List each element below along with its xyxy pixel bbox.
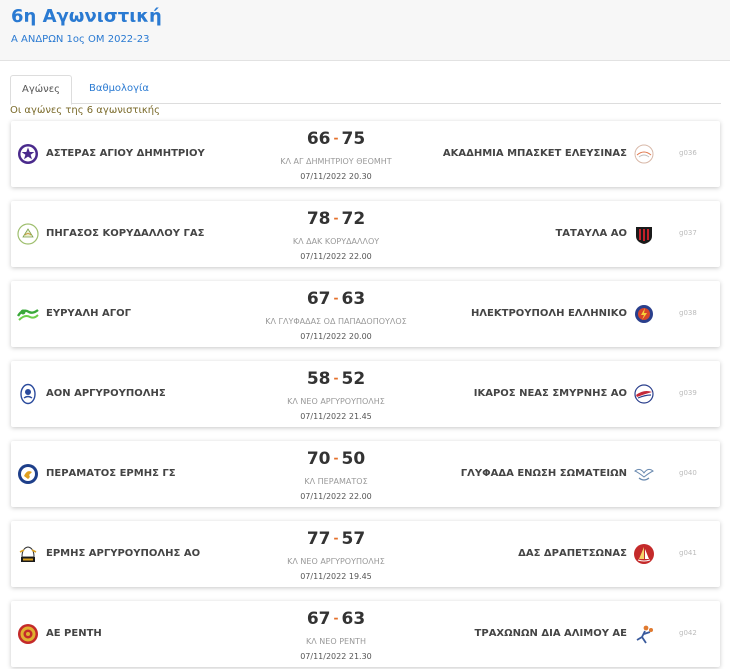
home-team-name[interactable]: ΕΥΡΥΑΛΗ ΑΓΟΓ xyxy=(46,308,131,319)
away-score: 57 xyxy=(341,529,366,549)
game-card[interactable]: ΕΡΜΗΣ ΑΡΓΥΡΟΥΠΟΛΗΣ ΑΟ 77-57 ΚΛ ΝΕΟ ΑΡΓΥΡ… xyxy=(11,521,720,587)
gold-red-crest-icon xyxy=(18,624,38,644)
basketball-academy-crest-icon xyxy=(634,144,654,164)
final-score: 70-50 xyxy=(306,449,366,469)
tab-bar: Αγώνες Βαθμολογία xyxy=(10,75,721,105)
home-team-name[interactable]: ΑΕ ΡΕΝΤΗ xyxy=(46,628,102,639)
away-score: 63 xyxy=(341,289,366,309)
away-team-name[interactable]: ΙΚΑΡΟΣ ΝΕΑΣ ΣΜΥΡΝΗΣ ΑΟ xyxy=(473,388,627,399)
away-team-name[interactable]: ΔΑΣ ΔΡΑΠΕΤΣΩΝΑΣ xyxy=(518,548,627,559)
competition-subtitle[interactable]: Α ΑΝΔΡΩΝ 1ος ΟΜ 2022-23 xyxy=(11,34,150,45)
game-code: g038 xyxy=(679,309,697,317)
game-card[interactable]: ΑΕ ΡΕΝΤΗ 67-63 ΚΛ ΝΕΟ ΡΕΝΤΗ 07/11/2022 2… xyxy=(11,601,720,667)
home-team-name[interactable]: ΕΡΜΗΣ ΑΡΓΥΡΟΥΠΟΛΗΣ ΑΟ xyxy=(46,548,201,559)
pegasus-crest-icon xyxy=(17,223,39,245)
game-datetime: 07/11/2022 22.00 xyxy=(300,492,372,501)
home-team-name[interactable]: ΑΟΝ ΑΡΓΥΡΟΥΠΟΛΗΣ xyxy=(46,388,166,399)
away-team-name[interactable]: ΓΛΥΦΑΔΑ ΕΝΩΣΗ ΣΩΜΑΤΕΙΩΝ xyxy=(460,468,627,479)
game-card[interactable]: ΑΣΤΕΡΑΣ ΑΓΙΟΥ ΔΗΜΗΤΡΙΟΥ 66-75 ΚΛ ΑΓ ΔΗΜΗ… xyxy=(11,121,720,187)
venue-name: ΚΛ ΓΛΥΦΑΔΑΣ ΟΔ ΠΑΠΑΔΟΠΟΥΛΟΣ xyxy=(265,317,407,326)
away-team-name[interactable]: ΤΡΑΧΩΝΩΝ ΔΙΑ ΑΛΙΜΟΥ ΑΕ xyxy=(474,628,627,639)
red-sail-crest-icon xyxy=(634,544,654,564)
game-datetime: 07/11/2022 22.00 xyxy=(300,252,372,261)
game-code: g037 xyxy=(679,229,697,237)
final-score: 58-52 xyxy=(306,369,366,389)
game-card[interactable]: ΠΕΡΑΜΑΤΟΣ ΕΡΜΗΣ ΓΣ 70-50 ΚΛ ΠΕΡΑΜΑΤΟΣ 07… xyxy=(11,441,720,507)
game-datetime: 07/11/2022 19.45 xyxy=(300,572,372,581)
game-code: g040 xyxy=(679,469,697,477)
away-score: 63 xyxy=(341,609,366,629)
venue-name: ΚΛ ΝΕΟ ΑΡΓΥΡΟΥΠΟΛΗΣ xyxy=(287,557,385,566)
green-wave-crest-icon xyxy=(17,309,39,321)
away-score: 52 xyxy=(341,369,366,389)
striped-shield-crest-icon xyxy=(636,227,652,244)
final-score: 67-63 xyxy=(306,289,366,309)
games-intro-text: Οι αγώνες της 6 αγωνιστικής xyxy=(10,105,160,116)
wings-crest-icon xyxy=(634,468,654,481)
tab-games[interactable]: Αγώνες xyxy=(10,75,72,105)
game-code: g039 xyxy=(679,389,697,397)
away-score: 72 xyxy=(341,209,366,229)
game-card[interactable]: ΠΗΓΑΣΟΣ ΚΟΡΥΔΑΛΛΟΥ ΓΑΣ 78-72 ΚΛ ΔΑΚ ΚΟΡΥ… xyxy=(11,201,720,267)
game-datetime: 07/11/2022 21.45 xyxy=(300,412,372,421)
away-team-name[interactable]: ΗΛΕΚΤΡΟΥΠΟΛΗ ΕΛΛΗΝΙΚΟ xyxy=(470,308,627,319)
game-card[interactable]: ΑΟΝ ΑΡΓΥΡΟΥΠΟΛΗΣ 58-52 ΚΛ ΝΕΟ ΑΡΓΥΡΟΥΠΟΛ… xyxy=(11,361,720,427)
away-score: 50 xyxy=(341,449,366,469)
home-score: 67 xyxy=(306,289,331,309)
home-team-name[interactable]: ΠΕΡΑΜΑΤΟΣ ΕΡΜΗΣ ΓΣ xyxy=(46,468,176,479)
home-team-name[interactable]: ΑΣΤΕΡΑΣ ΑΓΙΟΥ ΔΗΜΗΤΡΙΟΥ xyxy=(46,148,205,159)
page-header: 6η Αγωνιστική Α ΑΝΔΡΩΝ 1ος ΟΜ 2022-23 xyxy=(0,0,730,61)
hermes-round-crest-icon xyxy=(18,464,38,484)
final-score: 78-72 xyxy=(306,209,366,229)
home-score: 78 xyxy=(306,209,331,229)
final-score: 66-75 xyxy=(306,129,366,149)
away-score: 75 xyxy=(341,129,366,149)
lightning-crest-icon xyxy=(635,305,653,323)
player-figure-crest-icon xyxy=(636,625,653,644)
home-score: 67 xyxy=(306,609,331,629)
final-score: 67-63 xyxy=(306,609,366,629)
star-crest-icon xyxy=(18,144,38,164)
hermes-helmet-crest-icon xyxy=(19,546,37,562)
home-score: 66 xyxy=(306,129,331,149)
venue-name: ΚΛ ΔΑΚ ΚΟΡΥΔΑΛΛΟΥ xyxy=(292,237,380,246)
game-card[interactable]: ΕΥΡΥΑΛΗ ΑΓΟΓ 67-63 ΚΛ ΓΛΥΦΑΔΑΣ ΟΔ ΠΑΠΑΔΟ… xyxy=(11,281,720,347)
away-team-name[interactable]: ΤΑΤΑΥΛΑ ΑΟ xyxy=(555,228,627,239)
blue-emblem-crest-icon xyxy=(20,383,36,405)
tab-standings[interactable]: Βαθμολογία xyxy=(89,83,149,94)
home-score: 70 xyxy=(306,449,331,469)
game-code: g036 xyxy=(679,149,697,157)
game-datetime: 07/11/2022 21.30 xyxy=(300,652,372,661)
game-datetime: 07/11/2022 20.30 xyxy=(300,172,372,181)
home-score: 58 xyxy=(306,369,331,389)
icarus-crest-icon xyxy=(634,384,654,404)
away-team-name[interactable]: ΑΚΑΔΗΜΙΑ ΜΠΑΣΚΕΤ ΕΛΕΥΣΙΝΑΣ xyxy=(442,148,627,159)
final-score: 77-57 xyxy=(306,529,366,549)
venue-name: ΚΛ ΠΕΡΑΜΑΤΟΣ xyxy=(304,477,368,486)
venue-name: ΚΛ ΝΕΟ ΡΕΝΤΗ xyxy=(306,637,366,646)
page-title: 6η Αγωνιστική xyxy=(11,6,162,27)
game-code: g042 xyxy=(679,629,697,637)
game-code: g041 xyxy=(679,549,697,557)
home-team-name[interactable]: ΠΗΓΑΣΟΣ ΚΟΡΥΔΑΛΛΟΥ ΓΑΣ xyxy=(46,228,205,239)
home-score: 77 xyxy=(306,529,331,549)
game-datetime: 07/11/2022 20.00 xyxy=(300,332,372,341)
venue-name: ΚΛ ΝΕΟ ΑΡΓΥΡΟΥΠΟΛΗΣ xyxy=(287,397,385,406)
venue-name: ΚΛ ΑΓ ΔΗΜΗΤΡΙΟΥ ΘΕΟΜΗΤ xyxy=(280,157,392,166)
